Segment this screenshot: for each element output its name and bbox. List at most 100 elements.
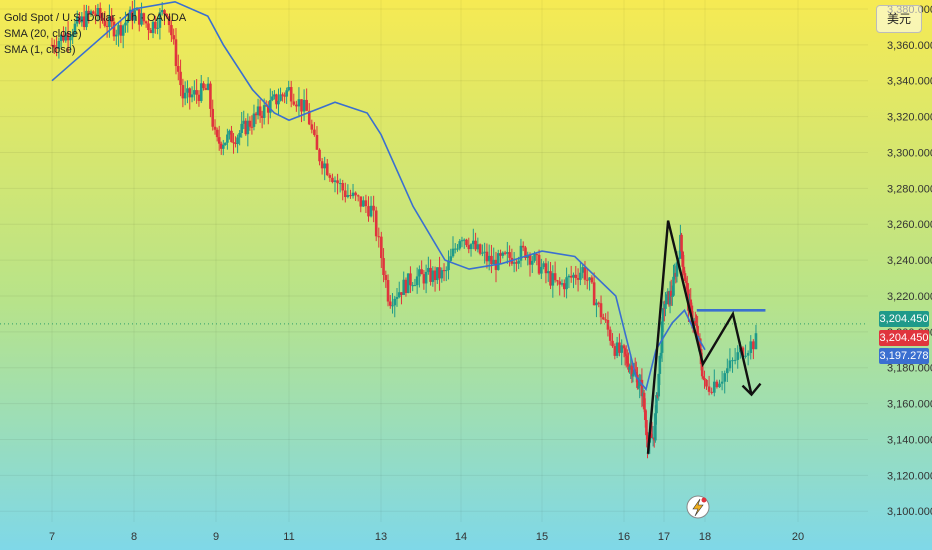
candle-body [449, 256, 453, 261]
candle-body [89, 11, 93, 15]
candle-body [400, 292, 403, 295]
candle-body [119, 25, 123, 36]
candle-body [73, 23, 77, 35]
candle-body [551, 273, 555, 286]
sma20-line [51, 0, 706, 392]
candle-body [542, 263, 545, 267]
candle-body [622, 345, 626, 349]
candle-body [447, 260, 450, 271]
candle-body [222, 144, 225, 149]
x-tick-label: 16 [618, 531, 630, 543]
candle-body [158, 12, 162, 28]
candle-body [395, 297, 399, 299]
candle-body [140, 13, 143, 25]
candle-body [238, 132, 241, 138]
candle-body [592, 282, 596, 306]
candle-body [114, 34, 118, 37]
y-tick-label: 3,280.000 [887, 183, 932, 195]
candle-body [388, 301, 392, 306]
candle-body [402, 279, 406, 295]
candle-body [66, 32, 70, 41]
candle-body [462, 239, 466, 241]
candle-body [149, 30, 153, 34]
candle-body [696, 325, 699, 340]
candle-body [754, 333, 758, 350]
candle-body [336, 180, 339, 184]
y-tick-label: 3,260.000 [887, 219, 932, 231]
legend-sma1: SMA (1, close) [4, 44, 76, 56]
candle-body [236, 137, 239, 144]
candle-body [341, 183, 345, 191]
candle-body [528, 255, 532, 265]
candle-body [258, 106, 262, 116]
candle-body [650, 434, 654, 439]
candle-body [287, 87, 291, 91]
x-tick-label: 17 [658, 531, 670, 543]
arrow-head [741, 382, 762, 397]
candle-body [71, 34, 74, 38]
candle-body [121, 25, 125, 36]
candle-body [219, 143, 223, 149]
candle-body [723, 373, 727, 382]
candle-body [492, 259, 496, 265]
candle-body [254, 113, 258, 116]
candle-body [631, 374, 635, 377]
candle-body [103, 20, 107, 26]
candle-body [165, 14, 169, 17]
candle-body [560, 283, 564, 285]
candle-body [456, 248, 459, 250]
candle-body [558, 281, 562, 285]
candle-body [705, 379, 708, 387]
y-tick-label: 3,240.000 [887, 255, 932, 267]
candle-body [323, 163, 326, 169]
candle-body [618, 342, 621, 353]
candle-body [174, 39, 178, 67]
candle-body [338, 183, 342, 185]
candle-body [659, 352, 663, 356]
candle-body [590, 277, 594, 283]
candle-body [409, 273, 412, 286]
candle-body [665, 294, 668, 304]
candle-body [669, 290, 673, 297]
candle-body [588, 277, 591, 281]
currency-button[interactable]: 美元 [876, 5, 922, 33]
candle-body [544, 263, 548, 274]
candle-body [52, 45, 56, 48]
x-tick-label: 7 [49, 531, 55, 543]
candle-body [176, 66, 180, 72]
candle-body [746, 352, 750, 356]
candle-body [602, 317, 605, 320]
candle-body [483, 251, 486, 253]
candle-body [540, 266, 543, 274]
candle-body [154, 21, 157, 29]
candle-body [444, 270, 448, 272]
candle-body [285, 90, 288, 97]
candle-body [422, 274, 426, 284]
candle-body [275, 94, 278, 105]
candle-body [658, 355, 662, 374]
candle-body [204, 88, 208, 90]
candle-body [695, 324, 698, 326]
candle-body [675, 262, 679, 277]
candle-body [269, 100, 272, 113]
candle-body [248, 120, 252, 127]
candle-body [101, 17, 104, 21]
candle-body [183, 92, 187, 99]
candle-body [485, 251, 489, 262]
candle-body [623, 348, 627, 355]
candle-body [713, 381, 716, 393]
candle-body [535, 254, 539, 256]
candle-body [160, 10, 164, 13]
candle-body [628, 366, 631, 370]
candle-body [147, 23, 150, 31]
candle-body [256, 106, 260, 116]
candle-body [553, 273, 557, 281]
candle-body [657, 373, 661, 397]
candle-body [427, 267, 430, 272]
candle-body [627, 363, 630, 370]
lightning-icon[interactable] [686, 495, 710, 519]
candle-body [521, 245, 525, 248]
